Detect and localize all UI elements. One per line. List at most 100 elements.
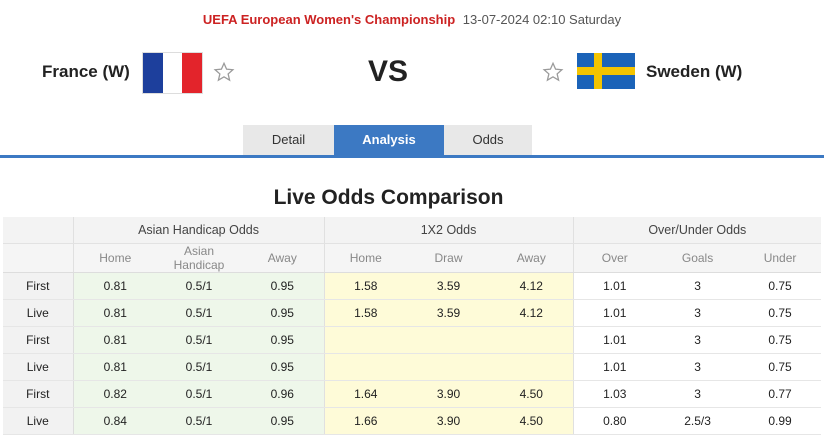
match-datetime: 13-07-2024 02:10 Saturday: [462, 12, 622, 27]
cell-ah-away: 0.95: [241, 407, 325, 435]
col-ou-under: Under: [739, 243, 822, 273]
cell-x12-away: 4.12: [490, 299, 574, 327]
cell-x12-away: [490, 353, 574, 381]
cell-ou-under: 0.99: [739, 407, 822, 435]
tab-odds[interactable]: Odds: [444, 125, 532, 155]
cell-x12-home: [323, 353, 408, 381]
cell-x12-away: 4.50: [490, 380, 574, 408]
home-team-name[interactable]: France (W): [42, 62, 130, 81]
cell-ou-over: 1.03: [572, 380, 657, 408]
cell-ou-over: 1.01: [572, 272, 657, 300]
table-row: Live 0.81 0.5/1 0.95 1.58 3.59 4.12 1.01 3 0.75: [3, 299, 822, 327]
cell-ah-away: 0.95: [241, 299, 325, 327]
col-ou-goals: Goals: [656, 243, 740, 273]
table-row: First 0.81 0.5/1 0.95 1.01 3 0.75: [3, 326, 822, 354]
sweden-flag-icon: [577, 53, 635, 89]
cell-ou-goals: 2.5/3: [656, 407, 740, 435]
cell-x12-draw: [407, 353, 491, 381]
cell-ou-under: 0.75: [739, 353, 822, 381]
table-row: First 0.81 0.5/1 0.95 1.58 3.59 4.12 1.01 3 0.75: [3, 272, 822, 300]
cell-ah-home: 0.82: [72, 380, 157, 408]
row-label: First: [3, 326, 74, 354]
group-asian-handicap: Asian Handicap Odds: [72, 217, 325, 244]
col-ah-handicap: Asian Handicap: [157, 243, 241, 273]
cell-ou-under: 0.77: [739, 380, 822, 408]
cell-ah-home: 0.81: [72, 299, 157, 327]
table-row: Live 0.81 0.5/1 0.95 1.01 3 0.75: [3, 353, 822, 381]
cell-x12-away: 4.12: [490, 272, 574, 300]
favorite-home-star-icon[interactable]: [213, 61, 235, 83]
cell-x12-home: 1.66: [323, 407, 408, 435]
cell-ou-under: 0.75: [739, 299, 822, 327]
cell-x12-home: [323, 326, 408, 354]
group-over-under: Over/Under Odds: [572, 217, 822, 244]
favorite-away-star-icon[interactable]: [542, 61, 564, 83]
cell-ah-home: 0.81: [72, 326, 157, 354]
cell-ah-away: 0.95: [241, 272, 325, 300]
cell-x12-draw: 3.90: [407, 380, 491, 408]
cell-ou-goals: 3: [656, 272, 740, 300]
cell-ou-under: 0.75: [739, 326, 822, 354]
league-line: UEFA European Women's Championship 13-07…: [0, 12, 824, 27]
tab-underline: [0, 155, 824, 158]
cell-ou-goals: 3: [656, 380, 740, 408]
col-ah-away: Away: [241, 243, 325, 273]
row-label: Live: [3, 407, 74, 435]
col-ou-over: Over: [572, 243, 657, 273]
column-header-row: Home Asian Handicap Away Home Draw Away …: [3, 243, 822, 273]
cell-ah-handicap: 0.5/1: [157, 299, 241, 327]
cell-ah-handicap: 0.5/1: [157, 353, 241, 381]
france-flag-icon: [143, 53, 203, 93]
odds-comparison-table: Asian Handicap Odds 1X2 Odds Over/Under …: [3, 217, 822, 435]
cell-ah-home: 0.84: [72, 407, 157, 435]
vs-label: VS: [368, 55, 409, 88]
col-1x2-home: Home: [323, 243, 408, 273]
cell-x12-draw: [407, 326, 491, 354]
corner-cell: [3, 243, 73, 273]
cell-ah-away: 0.95: [241, 326, 325, 354]
cell-x12-draw: 3.59: [407, 299, 491, 327]
table-row: First 0.82 0.5/1 0.96 1.64 3.90 4.50 1.03 3 0.77: [3, 380, 822, 408]
group-1x2: 1X2 Odds: [323, 217, 574, 244]
cell-x12-draw: 3.90: [407, 407, 491, 435]
cell-x12-home: 1.58: [323, 299, 408, 327]
league-name[interactable]: UEFA European Women's Championship: [202, 12, 456, 27]
group-header-row: Asian Handicap Odds 1X2 Odds Over/Under …: [3, 217, 822, 244]
col-1x2-draw: Draw: [407, 243, 491, 273]
row-label: First: [3, 272, 74, 300]
row-label: Live: [3, 299, 74, 327]
cell-ou-over: 1.01: [572, 353, 657, 381]
col-1x2-away: Away: [490, 243, 574, 273]
match-tabs: Detail Analysis Odds: [243, 125, 532, 155]
cell-ah-away: 0.96: [241, 380, 325, 408]
cell-ah-home: 0.81: [72, 272, 157, 300]
cell-x12-away: [490, 326, 574, 354]
cell-ah-handicap: 0.5/1: [157, 272, 241, 300]
tab-analysis[interactable]: Analysis: [334, 125, 444, 155]
table-row: Live 0.84 0.5/1 0.95 1.66 3.90 4.50 0.80 2.5/3 0.…: [3, 407, 822, 435]
col-ah-home: Home: [72, 243, 157, 273]
cell-x12-home: 1.64: [323, 380, 408, 408]
cell-ou-over: 0.80: [572, 407, 657, 435]
tab-detail[interactable]: Detail: [243, 125, 334, 155]
odds-table-body: First 0.81 0.5/1 0.95 1.58 3.59 4.12 1.01 3 0.75 L…: [3, 272, 822, 435]
cell-x12-draw: 3.59: [407, 272, 491, 300]
cell-x12-home: 1.58: [323, 272, 408, 300]
cell-ah-handicap: 0.5/1: [157, 407, 241, 435]
row-label: Live: [3, 353, 74, 381]
cell-ou-over: 1.01: [572, 326, 657, 354]
cell-ou-goals: 3: [656, 326, 740, 354]
cell-ou-over: 1.01: [572, 299, 657, 327]
cell-ah-handicap: 0.5/1: [157, 380, 241, 408]
section-title: Live Odds Comparison: [273, 186, 504, 209]
cell-ah-handicap: 0.5/1: [157, 326, 241, 354]
away-team-name[interactable]: Sweden (W): [646, 62, 743, 81]
cell-ah-home: 0.81: [72, 353, 157, 381]
cell-ah-away: 0.95: [241, 353, 325, 381]
match-header: UEFA European Women's Championship 13-07…: [0, 0, 824, 160]
corner-cell: [3, 217, 73, 244]
row-label: First: [3, 380, 74, 408]
cell-ou-goals: 3: [656, 299, 740, 327]
cell-x12-away: 4.50: [490, 407, 574, 435]
cell-ou-under: 0.75: [739, 272, 822, 300]
